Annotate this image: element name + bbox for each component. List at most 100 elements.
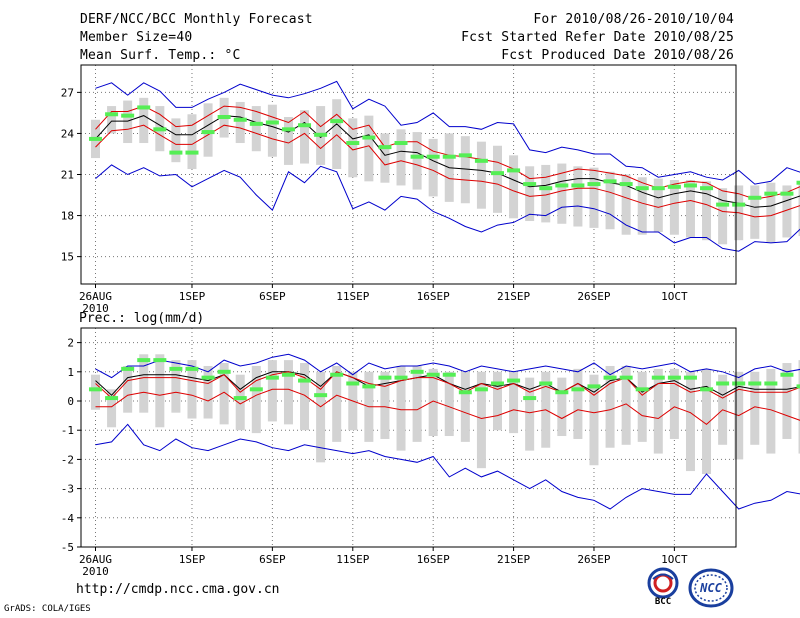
precipitation-box-23 xyxy=(460,371,470,442)
precipitation-box-42 xyxy=(766,368,776,454)
temperature-plot-frame xyxy=(80,64,737,285)
temperature-median-15 xyxy=(330,119,344,124)
precipitation-box-25 xyxy=(493,371,502,431)
temperature-median-33 xyxy=(619,182,633,187)
temperature-series-min xyxy=(95,164,800,252)
temperature-median-40 xyxy=(732,202,746,207)
temperature-median-0 xyxy=(89,136,102,141)
temperature-median-7 xyxy=(201,130,215,135)
precipitation-box-14 xyxy=(316,371,326,463)
svg-text:NCC: NCC xyxy=(699,581,722,595)
temperature-median-43 xyxy=(780,191,794,196)
temperature-median-21 xyxy=(426,154,440,159)
svg-text:BCC: BCC xyxy=(655,597,671,606)
precipitation-box-11 xyxy=(267,360,277,422)
temperature-median-44 xyxy=(796,180,800,185)
precipitation-box-15 xyxy=(332,365,342,442)
temperature-median-4 xyxy=(153,127,167,132)
source-url[interactable]: http://cmdp.ncc.cma.gov.cn xyxy=(76,582,280,597)
precipitation-box-6 xyxy=(187,360,197,419)
precipitation-median-5 xyxy=(169,366,183,371)
precipitation-box-31 xyxy=(589,374,599,466)
temperature-median-23 xyxy=(458,153,472,158)
precipitation-box-7 xyxy=(203,365,213,419)
temperature-xtick-label-2: 6SEP xyxy=(259,290,286,303)
temperature-box-7 xyxy=(203,103,213,157)
temperature-box-5 xyxy=(171,118,181,163)
precipitation-ytick-label-6: 1 xyxy=(67,366,74,379)
precipitation-median-32 xyxy=(603,375,617,380)
precipitation-ytick-label-0: -5 xyxy=(61,541,74,554)
precipitation-xtick-label-2: 6SEP xyxy=(259,553,286,566)
temperature-median-36 xyxy=(667,184,681,189)
precipitation-box-41 xyxy=(750,371,760,445)
temperature-box-34 xyxy=(637,177,647,235)
precipitation-median-6 xyxy=(185,366,199,371)
grads-credit: GrADS: COLA/IGES xyxy=(4,604,91,614)
temperature-xtick-label-7: 1OCT xyxy=(661,290,688,303)
precipitation-xtick-label-6: 26SEP xyxy=(577,553,610,566)
precipitation-median-26 xyxy=(507,378,521,383)
temperature-box-43 xyxy=(782,185,792,238)
precipitation-ytick-label-7: 2 xyxy=(67,337,74,350)
precipitation-box-38 xyxy=(702,368,712,474)
precipitation-median-30 xyxy=(571,387,585,392)
precipitation-box-22 xyxy=(444,371,454,437)
precipitation-box-34 xyxy=(637,371,647,442)
temperature-median-26 xyxy=(507,168,521,173)
temperature-box-26 xyxy=(509,155,519,219)
precipitation-box-2 xyxy=(123,365,133,413)
precipitation-median-37 xyxy=(683,375,697,380)
precipitation-box-21 xyxy=(428,368,438,437)
temperature-median-31 xyxy=(587,182,601,187)
precipitation-xtick-label-4: 16SEP xyxy=(417,553,450,566)
temperature-ytick-label-0: 15 xyxy=(61,251,74,264)
precipitation-median-28 xyxy=(539,381,553,386)
temperature-box-21 xyxy=(428,138,438,197)
precipitation-median-27 xyxy=(523,396,537,401)
temperature-median-10 xyxy=(249,121,263,126)
temperature-median-39 xyxy=(716,202,730,207)
precipitation-median-0 xyxy=(89,387,102,392)
precipitation-median-7 xyxy=(201,375,215,380)
temperature-median-25 xyxy=(491,171,504,176)
precipitation-median-31 xyxy=(587,384,601,389)
precipitation-xtick-year: 2010 xyxy=(82,565,109,578)
precipitation-median-36 xyxy=(667,375,681,380)
precipitation-median-24 xyxy=(474,387,488,392)
precipitation-median-39 xyxy=(716,381,730,386)
precipitation-median-17 xyxy=(362,384,376,389)
temperature-median-29 xyxy=(555,183,569,188)
precipitation-plot-frame xyxy=(80,327,737,548)
temperature-box-17 xyxy=(364,115,374,182)
precipitation-median-19 xyxy=(394,375,408,380)
precipitation-box-0 xyxy=(91,374,100,410)
temperature-box-31 xyxy=(589,167,599,228)
temperature-box-28 xyxy=(541,164,551,223)
precipitation-median-33 xyxy=(619,375,633,380)
temperature-series-p10 xyxy=(95,124,800,218)
temperature-box-39 xyxy=(718,188,728,245)
precipitation-median-4 xyxy=(153,358,167,363)
temperature-xtick-label-3: 11SEP xyxy=(336,290,369,303)
temperature-xtick-year: 2010 xyxy=(82,302,109,315)
temperature-ytick-label-2: 21 xyxy=(61,169,74,182)
temperature-box-6 xyxy=(187,114,197,170)
temperature-box-10 xyxy=(251,106,261,152)
precipitation-median-15 xyxy=(330,372,344,377)
temperature-median-28 xyxy=(539,186,553,191)
precipitation-ytick-label-2: -3 xyxy=(61,483,74,496)
temperature-median-18 xyxy=(378,145,392,150)
temperature-box-1 xyxy=(107,106,117,134)
precipitation-median-8 xyxy=(217,369,231,374)
temperature-median-19 xyxy=(394,141,408,146)
precipitation-median-13 xyxy=(298,378,312,383)
temperature-median-22 xyxy=(442,154,456,159)
temperature-box-33 xyxy=(621,174,631,235)
temperature-box-38 xyxy=(702,181,712,241)
temperature-median-9 xyxy=(233,117,247,122)
bcc-logo: BCC xyxy=(647,567,679,606)
temperature-ytick-label-4: 27 xyxy=(61,86,74,99)
temperature-median-37 xyxy=(683,183,697,188)
